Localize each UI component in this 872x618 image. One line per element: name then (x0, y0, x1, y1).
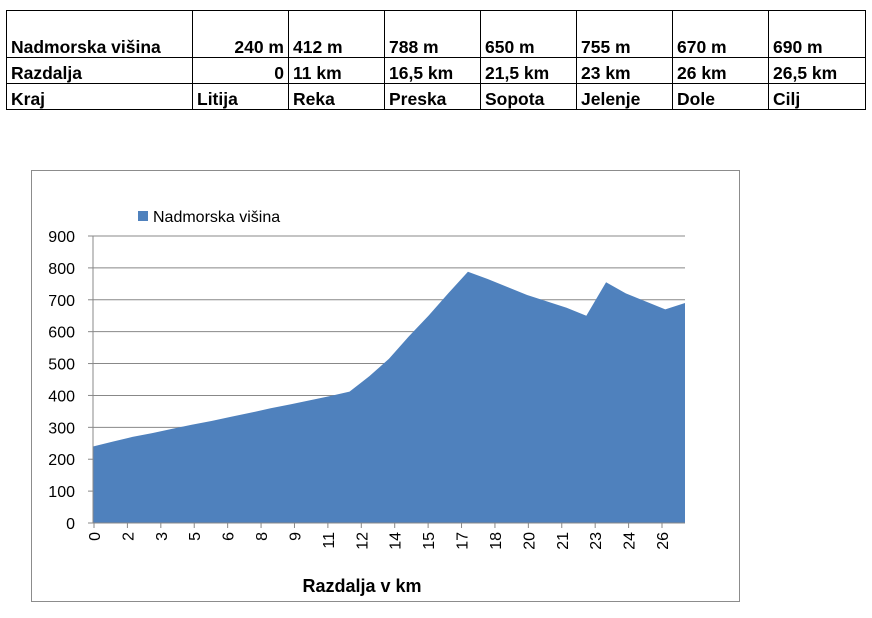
x-tick-label: 15 (421, 532, 438, 550)
y-tick-label: 900 (48, 229, 75, 246)
row-label-altitude: Nadmorska višina (6, 10, 193, 58)
table-cell: 690 m (768, 10, 866, 58)
table-cell: 0 (192, 57, 289, 84)
x-axis-title: Razdalja v km (302, 576, 421, 596)
table-row-distance: Razdalja 0 11 km 16,5 km 21,5 km 23 km 2… (6, 57, 866, 84)
legend-label: Nadmorska višina (153, 209, 280, 226)
table-cell: Cilj (768, 83, 866, 110)
x-tick-label: 6 (221, 532, 238, 541)
table-cell: Sopota (480, 83, 577, 110)
table-cell: Reka (288, 83, 385, 110)
area-series (93, 271, 685, 523)
x-tick-label: 5 (187, 532, 204, 541)
table-cell: 650 m (480, 10, 577, 58)
data-table: Nadmorska višina 240 m 412 m 788 m 650 m… (6, 10, 866, 110)
table-row-altitude: Nadmorska višina 240 m 412 m 788 m 650 m… (6, 10, 866, 58)
table-cell: Litija (192, 83, 289, 110)
chart-frame: 0 100 200 300 400 500 600 700 800 900 0 2 3 5 6 8 9 11 12… (31, 170, 740, 602)
y-tick-label: 100 (48, 484, 75, 501)
table-cell: 26 km (672, 57, 769, 84)
y-tick-label: 600 (48, 325, 75, 342)
x-tick-label: 2 (120, 532, 137, 541)
y-tick-label: 800 (48, 261, 75, 278)
table-cell: Dole (672, 83, 769, 110)
x-tick-label: 9 (287, 532, 304, 541)
y-tick-label: 400 (48, 388, 75, 405)
area-fill (93, 271, 685, 523)
y-tick-label: 700 (48, 293, 75, 310)
legend: Nadmorska višina (138, 209, 280, 226)
y-tick-label: 0 (66, 516, 75, 533)
axes (92, 236, 685, 524)
table-cell: 11 km (288, 57, 385, 84)
x-tick-label: 12 (354, 532, 371, 550)
table-cell: 755 m (576, 10, 673, 58)
legend-swatch (138, 211, 148, 221)
x-tick-label: 8 (254, 532, 271, 541)
x-tick-label: 24 (622, 532, 639, 550)
x-tick-label: 0 (87, 532, 104, 541)
x-tick-label: 17 (455, 532, 472, 550)
x-axis-ticks: 0 2 3 5 6 8 9 11 12 14 15 17 18 20 21 23 24 26 (87, 523, 672, 550)
table-row-place: Kraj Litija Reka Preska Sopota Jelenje D… (6, 83, 866, 110)
row-label-distance: Razdalja (6, 57, 193, 84)
x-tick-label: 23 (588, 532, 605, 550)
x-tick-label: 20 (521, 532, 538, 550)
table-cell: 670 m (672, 10, 769, 58)
table-cell: 26,5 km (768, 57, 866, 84)
table-cell: 23 km (576, 57, 673, 84)
table-cell: 21,5 km (480, 57, 577, 84)
table-cell: 16,5 km (384, 57, 481, 84)
table-cell: 240 m (192, 10, 289, 58)
y-tick-label: 200 (48, 452, 75, 469)
x-tick-label: 3 (154, 532, 171, 541)
y-axis-ticks: 0 100 200 300 400 500 600 700 800 900 (48, 229, 93, 533)
y-tick-label: 300 (48, 420, 75, 437)
row-label-place: Kraj (6, 83, 193, 110)
y-tick-label: 500 (48, 357, 75, 374)
table-cell: Jelenje (576, 83, 673, 110)
x-tick-label: 18 (488, 532, 505, 550)
table-cell: Preska (384, 83, 481, 110)
x-tick-label: 26 (655, 532, 672, 550)
x-tick-label: 21 (555, 532, 572, 550)
x-tick-label: 11 (321, 532, 338, 549)
table-cell: 788 m (384, 10, 481, 58)
x-tick-label: 14 (388, 532, 405, 550)
table-cell: 412 m (288, 10, 385, 58)
